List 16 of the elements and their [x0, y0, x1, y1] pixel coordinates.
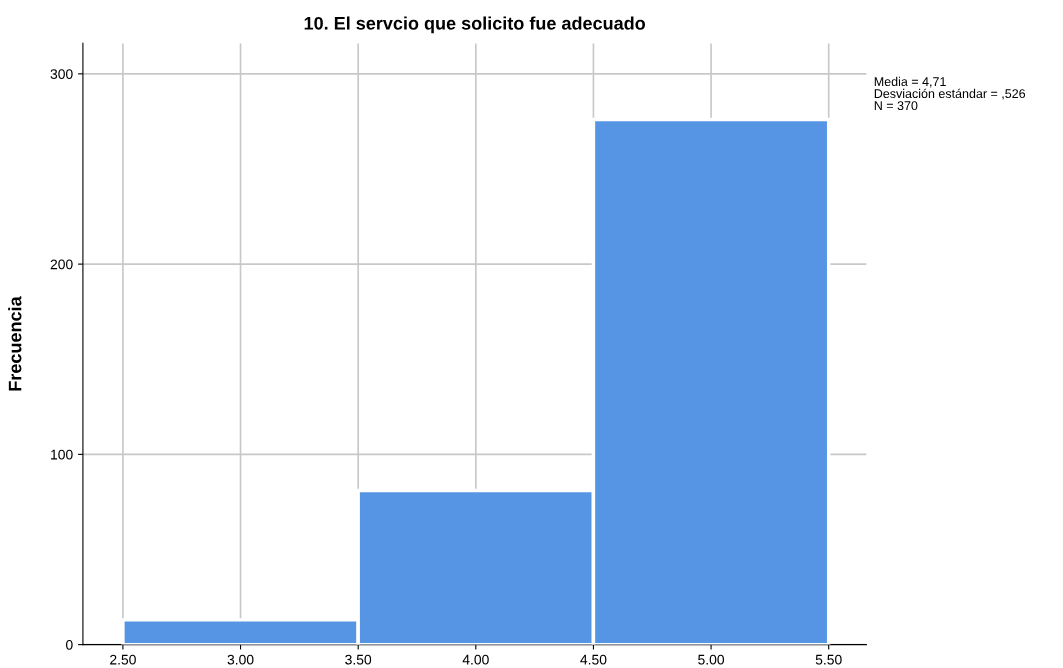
- text: Media = 4,71: [874, 76, 946, 88]
- x-tick-label: 5.00: [698, 654, 725, 665]
- y-tick-label: 300: [50, 69, 73, 80]
- text: N = 370: [874, 101, 918, 111]
- y-axis-title: Frecuencia: [8, 296, 22, 391]
- x-tick-label: 4.00: [462, 654, 489, 665]
- x-tick-label: 2.50: [110, 654, 136, 665]
- text: Desviación estándar = ,526: [874, 88, 1026, 100]
- y-tick-label: 200: [50, 259, 73, 270]
- x-tick-label: 4.50: [580, 654, 607, 665]
- y-tick-label: 0: [66, 639, 73, 650]
- x-tick-label: 5.50: [815, 654, 842, 665]
- x-tick-label: 3.00: [227, 654, 254, 665]
- x-tick-label: 3.50: [345, 654, 372, 665]
- chart-title: 10. El servcio que solicito fue adecuado: [304, 16, 646, 34]
- y-tick-label: 100: [51, 449, 73, 460]
